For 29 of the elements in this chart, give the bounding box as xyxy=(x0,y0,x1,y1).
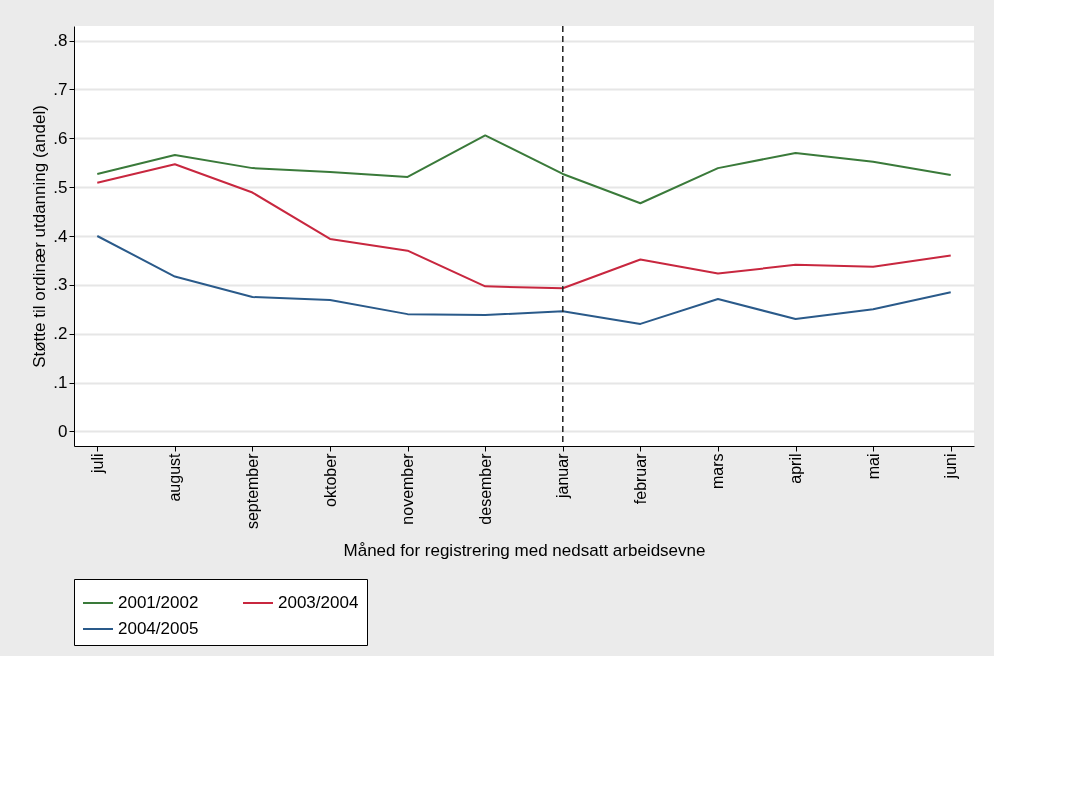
y-tick-label: 0 xyxy=(58,421,68,441)
line-series xyxy=(96,134,952,205)
y-tick-label: .2 xyxy=(53,324,68,344)
legend-label: 2001/2002 xyxy=(118,593,199,612)
x-tick-label: august xyxy=(166,452,184,502)
y-tick-label: .7 xyxy=(53,79,68,99)
y-tick-label: .8 xyxy=(53,31,68,51)
x-tick-label: september xyxy=(243,452,261,530)
legend-label: 2004/2005 xyxy=(118,619,199,638)
x-tick-label: mai xyxy=(864,453,882,480)
line-series xyxy=(96,163,952,290)
y-tick-label: .6 xyxy=(53,128,68,148)
legend-label: 2003/2004 xyxy=(278,593,359,612)
y-tick-label: .3 xyxy=(53,275,68,295)
x-tick-label: januar xyxy=(554,452,572,499)
y-tick-label: .1 xyxy=(53,373,68,393)
x-tick-label: november xyxy=(399,452,417,525)
x-tick-label: februar xyxy=(631,452,649,505)
x-tick-label: april xyxy=(787,453,805,484)
y-tick-label: .4 xyxy=(53,226,68,246)
x-tick-label: mars xyxy=(709,453,727,490)
line-series xyxy=(96,235,952,325)
y-axis-title: Støtte til ordinær utdanning (andel) xyxy=(30,105,50,368)
x-axis-title: Måned for registrering med nedsatt arbeidsevne xyxy=(343,541,706,561)
x-tick-label: juli xyxy=(88,453,106,475)
y-tick-label: .5 xyxy=(53,177,68,197)
x-tick-label: desember xyxy=(476,452,494,525)
x-tick-label: oktober xyxy=(321,452,339,507)
x-tick-label: juni xyxy=(942,453,960,480)
